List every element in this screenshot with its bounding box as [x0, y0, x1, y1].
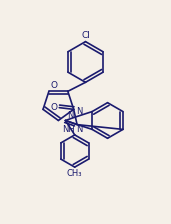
- Text: N: N: [76, 125, 83, 134]
- Text: O: O: [51, 82, 58, 90]
- Text: O: O: [51, 103, 58, 112]
- Text: Cl: Cl: [81, 31, 90, 40]
- Text: N: N: [76, 107, 83, 116]
- Text: CH₃: CH₃: [67, 169, 82, 178]
- Text: NH: NH: [62, 125, 75, 134]
- Text: N: N: [67, 111, 74, 120]
